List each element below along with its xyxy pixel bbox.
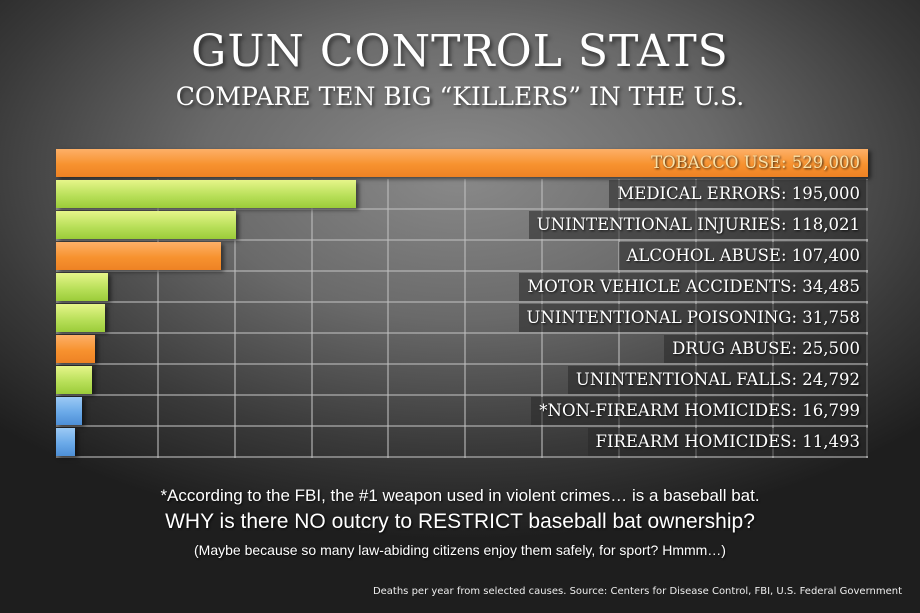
source-credit: Deaths per year from selected causes. So… <box>372 586 902 597</box>
gridline <box>464 179 466 458</box>
bar-label: UNINTENTIONAL POISONING: 31,758 <box>518 304 868 332</box>
footnote-fbi: *According to the FBI, the #1 weapon use… <box>160 486 760 505</box>
gridline <box>56 425 868 427</box>
gridline <box>56 332 868 334</box>
bar-row-falls: UNINTENTIONAL FALLS: 24,792 <box>56 365 868 396</box>
bar <box>56 180 356 208</box>
bar-label: *NON-FIREARM HOMICIDES: 16,799 <box>531 397 868 425</box>
bar-row-drug-abuse: DRUG ABUSE: 25,500 <box>56 334 868 365</box>
bar-row-poisoning: UNINTENTIONAL POISONING: 31,758 <box>56 303 868 334</box>
bar <box>56 335 95 363</box>
gridline <box>56 363 868 365</box>
gridline <box>56 456 868 458</box>
bar-label: FIREARM HOMICIDES: 11,493 <box>587 428 868 456</box>
bar <box>56 211 236 239</box>
bar-label: TOBACCO USE: 529,000 <box>651 153 860 172</box>
bar <box>56 273 108 301</box>
bar <box>56 304 105 332</box>
bar-row-unintentional-injuries: UNINTENTIONAL INJURIES: 118,021 <box>56 210 868 241</box>
bar <box>56 428 75 456</box>
aside-note: (Maybe because so many law-abiding citiz… <box>194 542 726 558</box>
gridline <box>234 179 236 458</box>
bar <box>56 397 82 425</box>
bar <box>56 366 92 394</box>
bar-row-tobacco: TOBACCO USE: 529,000 <box>56 148 868 179</box>
bar <box>56 149 868 177</box>
headline-question: WHY is there NO outcry to RESTRICT baseb… <box>165 510 755 533</box>
gridline <box>157 179 159 458</box>
gridline <box>56 270 868 272</box>
bar-label: MEDICAL ERRORS: 195,000 <box>609 180 868 208</box>
bar-label: UNINTENTIONAL FALLS: 24,792 <box>567 366 868 394</box>
bar-label: UNINTENTIONAL INJURIES: 118,021 <box>528 211 868 239</box>
gridline <box>56 394 868 396</box>
bar-row-alcohol-abuse: ALCOHOL ABUSE: 107,400 <box>56 241 868 272</box>
bar-row-non-firearm-homicides: *NON-FIREARM HOMICIDES: 16,799 <box>56 396 868 427</box>
chart-subtitle: COMPARE TEN BIG “KILLERS” IN THE U.S. <box>175 82 745 111</box>
gridline <box>56 208 868 210</box>
bar-chart: TOBACCO USE: 529,000 MEDICAL ERRORS: 195… <box>56 148 868 458</box>
bar-label: DRUG ABUSE: 25,500 <box>664 335 868 363</box>
bar-row-firearm-homicides: FIREARM HOMICIDES: 11,493 <box>56 427 868 458</box>
bar-row-motor-vehicle: MOTOR VEHICLE ACCIDENTS: 34,485 <box>56 272 868 303</box>
bar-label: ALCOHOL ABUSE: 107,400 <box>618 242 868 270</box>
gridline <box>56 239 868 241</box>
gridline <box>311 179 313 458</box>
gridline <box>56 301 868 303</box>
bar <box>56 242 221 270</box>
bar-row-medical-errors: MEDICAL ERRORS: 195,000 <box>56 179 868 210</box>
gridline <box>387 179 389 458</box>
bar-label: MOTOR VEHICLE ACCIDENTS: 34,485 <box>519 273 868 301</box>
chart-title: GUN CONTROL STATS <box>191 26 729 77</box>
